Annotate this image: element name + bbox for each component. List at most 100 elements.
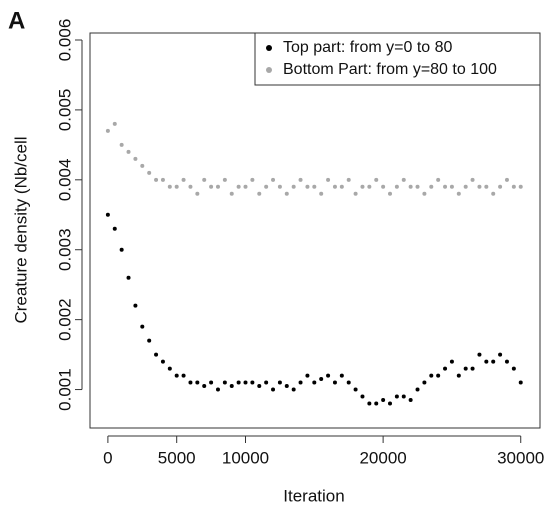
data-point <box>504 177 509 182</box>
data-point <box>126 275 131 280</box>
y-tick-label: 0.001 <box>55 368 74 411</box>
data-point <box>257 384 262 389</box>
data-point <box>133 156 138 161</box>
data-point <box>319 191 324 196</box>
data-point <box>332 184 337 189</box>
data-point <box>312 380 317 385</box>
data-point <box>277 184 282 189</box>
data-point <box>498 352 503 357</box>
x-axis-label: Iteration <box>283 486 344 505</box>
data-point <box>470 366 475 371</box>
data-point <box>222 177 227 182</box>
data-point <box>215 184 220 189</box>
data-point <box>167 366 172 371</box>
data-point <box>353 387 358 392</box>
data-point <box>305 373 310 378</box>
data-point <box>105 128 110 133</box>
data-point <box>133 303 138 308</box>
data-point <box>271 177 276 182</box>
data-point <box>415 387 420 392</box>
data-point <box>339 184 344 189</box>
data-point <box>443 366 448 371</box>
data-point <box>229 191 234 196</box>
data-point <box>374 177 379 182</box>
data-point <box>154 352 159 357</box>
data-point <box>305 184 310 189</box>
data-point <box>401 394 406 399</box>
data-point <box>119 247 124 252</box>
data-point <box>202 177 207 182</box>
data-point <box>298 177 303 182</box>
data-point <box>112 121 117 126</box>
y-tick-label: 0.003 <box>55 228 74 271</box>
data-point <box>202 384 207 389</box>
data-point <box>332 380 337 385</box>
data-point <box>436 373 441 378</box>
data-point <box>470 177 475 182</box>
data-point <box>119 142 124 147</box>
data-point <box>491 191 496 196</box>
data-point <box>408 184 413 189</box>
data-point <box>415 184 420 189</box>
data-point <box>326 373 331 378</box>
data-point <box>456 373 461 378</box>
data-point <box>326 177 331 182</box>
data-point <box>456 191 461 196</box>
data-point <box>160 177 165 182</box>
y-tick-label: 0.005 <box>55 89 74 132</box>
data-point <box>181 373 186 378</box>
data-point <box>312 184 317 189</box>
data-point <box>518 184 523 189</box>
y-tick-label: 0.006 <box>55 19 74 62</box>
data-point <box>346 380 351 385</box>
data-point <box>381 398 386 403</box>
data-point <box>291 184 296 189</box>
data-point <box>236 184 241 189</box>
data-point <box>360 184 365 189</box>
data-point <box>339 373 344 378</box>
data-point <box>140 324 145 329</box>
data-point <box>422 380 427 385</box>
data-point <box>174 373 179 378</box>
data-point <box>243 184 248 189</box>
data-point <box>243 380 248 385</box>
data-point <box>449 359 454 364</box>
data-point <box>181 177 186 182</box>
data-point <box>394 394 399 399</box>
x-tick-label: 30000 <box>497 448 544 467</box>
data-point <box>484 184 489 189</box>
y-tick-label: 0.004 <box>55 159 74 202</box>
data-point <box>140 163 145 168</box>
y-axis-label: Creature density (Nb/cell <box>11 136 30 323</box>
data-point <box>367 401 372 406</box>
data-point <box>491 359 496 364</box>
legend-marker <box>266 45 272 51</box>
data-point <box>401 177 406 182</box>
x-tick-label: 0 <box>103 448 112 467</box>
data-point <box>284 191 289 196</box>
data-point <box>195 380 200 385</box>
data-point <box>477 184 482 189</box>
x-tick-label: 10000 <box>222 448 269 467</box>
data-point <box>264 184 269 189</box>
data-point <box>209 184 214 189</box>
data-point <box>250 380 255 385</box>
data-point <box>518 380 523 385</box>
data-point <box>105 212 110 217</box>
data-point <box>257 191 262 196</box>
data-point <box>429 184 434 189</box>
data-point <box>353 191 358 196</box>
data-point <box>511 366 516 371</box>
data-point <box>463 184 468 189</box>
data-point <box>422 191 427 196</box>
data-point <box>504 359 509 364</box>
data-point <box>167 184 172 189</box>
data-point <box>126 149 131 154</box>
data-point <box>264 380 269 385</box>
data-point <box>229 384 234 389</box>
data-point <box>408 398 413 403</box>
data-point <box>367 184 372 189</box>
panel-label: A <box>8 7 25 34</box>
data-point <box>222 380 227 385</box>
